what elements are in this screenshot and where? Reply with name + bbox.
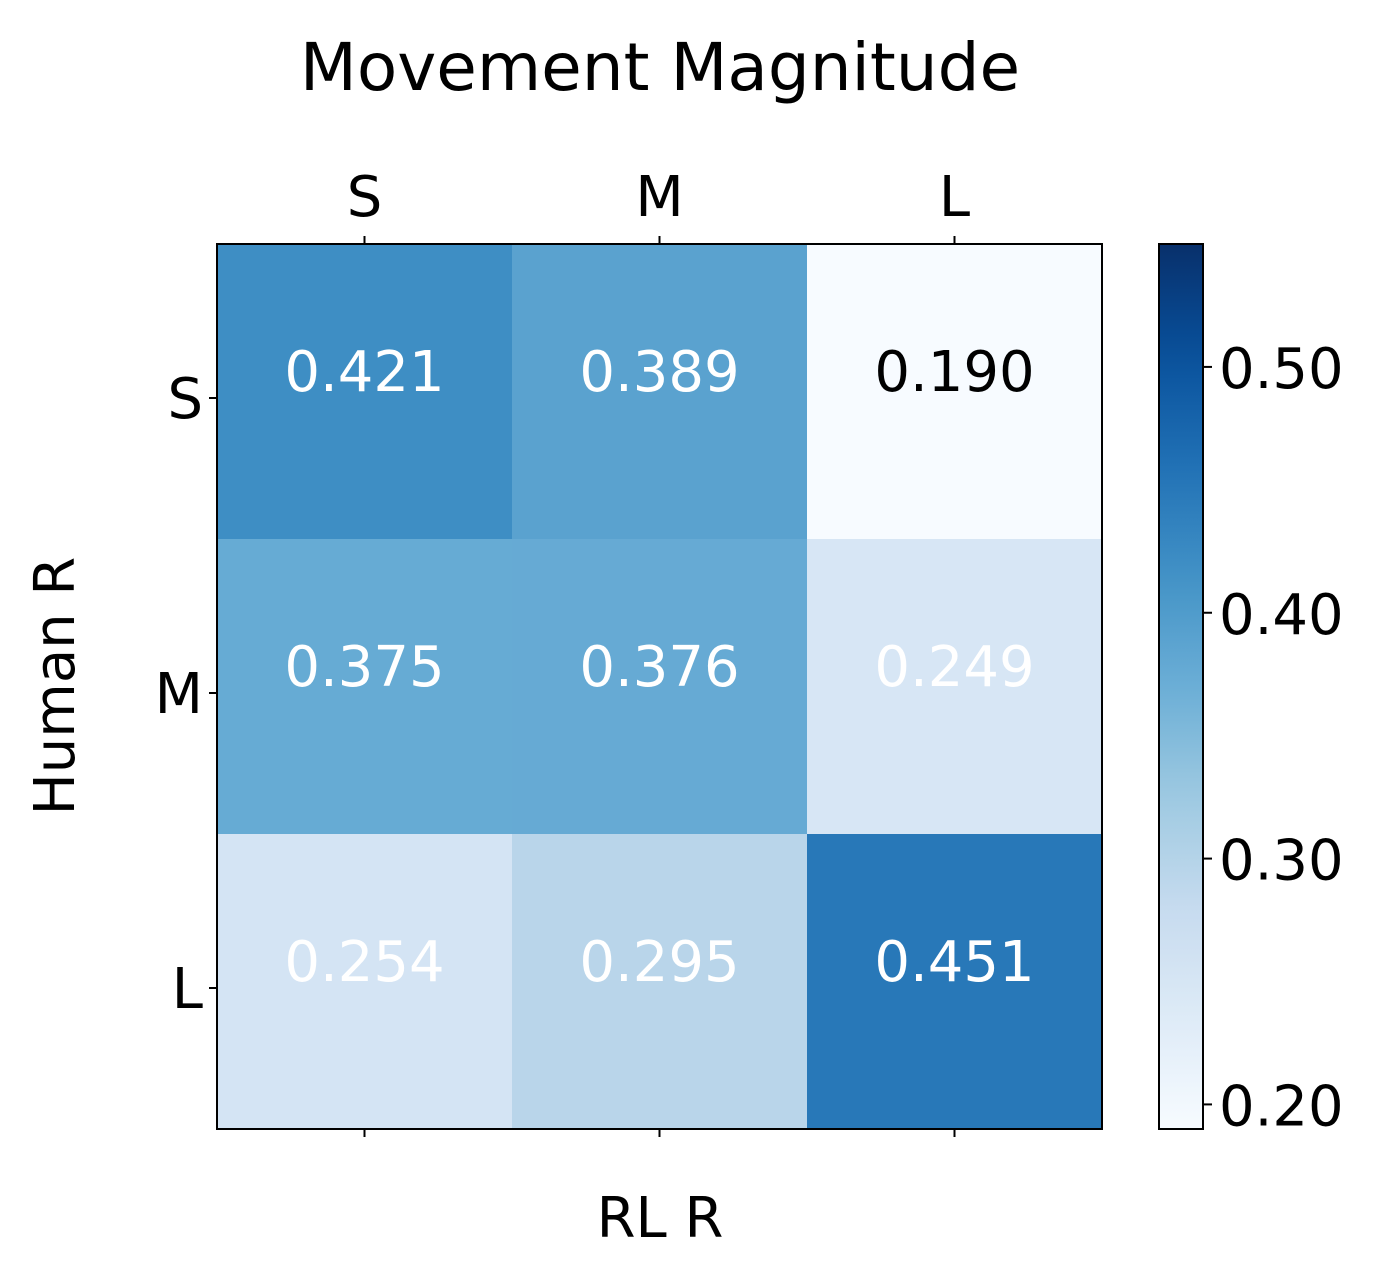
heatmap-cell xyxy=(512,834,807,1129)
cell-value-label: 0.254 xyxy=(284,930,444,995)
x-tick-label: M xyxy=(635,165,683,230)
heatmap-cell xyxy=(512,539,807,834)
y-tick-label: S xyxy=(167,367,203,432)
heatmap-cells: 0.421 0.389 0.190 0.375 0.376 0.249 0.254 0.295… xyxy=(217,244,1102,1129)
heatmap-cell xyxy=(807,244,1102,539)
cell-value-label: 0.376 xyxy=(579,635,739,700)
y-tick-label: L xyxy=(172,957,203,1022)
cell-value-label: 0.190 xyxy=(874,340,1034,405)
cell-value-label: 0.421 xyxy=(284,340,444,405)
cell-value-label: 0.451 xyxy=(874,930,1034,995)
heatmap-cell xyxy=(217,244,512,539)
colorbar xyxy=(1158,243,1204,1130)
heatmap-cell xyxy=(807,539,1102,834)
x-axis-label: RL R xyxy=(597,1186,724,1251)
cell-value-label: 0.249 xyxy=(874,635,1034,700)
y-tick-label: M xyxy=(155,662,203,727)
colorbar-tick-label: 0.30 xyxy=(1219,829,1344,894)
y-axis-ticks: S M L xyxy=(155,367,217,1022)
heatmap-cell xyxy=(217,539,512,834)
chart-title: Movement Magnitude xyxy=(300,29,1020,106)
heatmap-cell xyxy=(217,834,512,1129)
heatmap-cell xyxy=(512,244,807,539)
colorbar-tick-label: 0.50 xyxy=(1219,337,1344,402)
y-axis-label: Human R xyxy=(23,557,88,816)
colorbar-ticks: 0.20 0.30 0.40 0.50 xyxy=(1203,337,1344,1139)
cell-value-label: 0.389 xyxy=(579,340,739,405)
x-tick-label: L xyxy=(939,165,970,230)
colorbar-tick-label: 0.40 xyxy=(1219,583,1344,648)
x-tick-label: S xyxy=(347,165,383,230)
colorbar-tick-label: 0.20 xyxy=(1219,1074,1344,1139)
cell-value-label: 0.375 xyxy=(284,635,444,700)
heatmap-cell xyxy=(807,834,1102,1129)
cell-value-label: 0.295 xyxy=(579,930,739,995)
